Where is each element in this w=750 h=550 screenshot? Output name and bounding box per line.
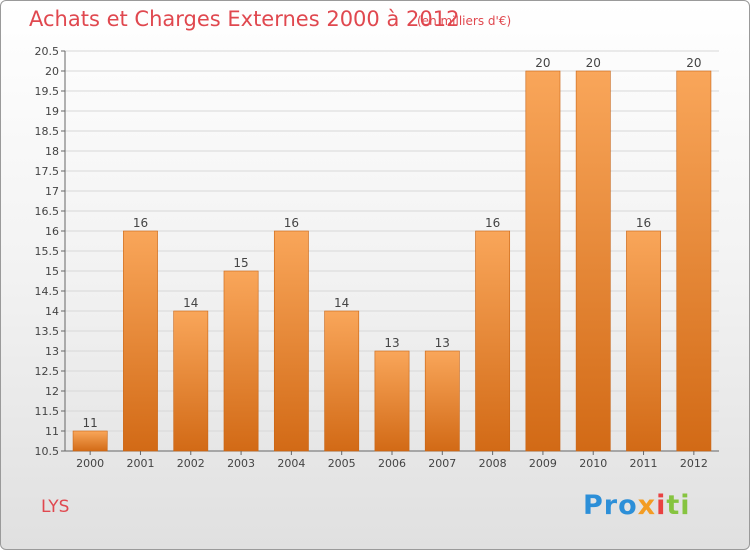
chart-title: Achats et Charges Externes 2000 à 2012: [29, 7, 460, 31]
value-label: 20: [686, 56, 701, 70]
bar-2000: [72, 430, 108, 452]
bar-2001: [123, 230, 158, 452]
logo-part: x: [637, 490, 657, 521]
x-tick-label: 2003: [227, 457, 255, 470]
place-name: LYS: [41, 497, 70, 517]
proxiti-logo[interactable]: Proxiti: [583, 490, 691, 521]
y-tick-label: 14.5: [35, 285, 60, 298]
x-tick-label: 2007: [428, 457, 456, 470]
y-tick-label: 17.5: [35, 165, 60, 178]
bar-2007: [424, 350, 460, 452]
logo-part: i: [656, 490, 667, 521]
x-tick-label: 2012: [680, 457, 708, 470]
bar-2008: [475, 230, 511, 452]
value-label: 15: [233, 256, 248, 270]
bar-2006: [374, 350, 410, 452]
value-label: 16: [133, 216, 148, 230]
y-tick-label: 13.5: [35, 325, 60, 338]
y-tick-label: 20.5: [35, 45, 60, 58]
x-tick-label: 2008: [479, 457, 507, 470]
x-tick-label: 2004: [277, 457, 305, 470]
logo-part: Pro: [583, 490, 638, 521]
value-label: 20: [535, 56, 550, 70]
value-labels: 11 16 14 15 16 14 13 13 16 20 20 16 20: [83, 56, 702, 430]
value-label: 16: [636, 216, 651, 230]
y-tick-label: 17: [45, 185, 59, 198]
y-tick-label: 18.5: [35, 125, 60, 138]
x-tick-label: 2006: [378, 457, 406, 470]
y-tick-label: 11.5: [35, 405, 60, 418]
x-axis-ticks: 2000 2001 2002 2003 2004 2005 2006 2007 2008 2009…: [76, 451, 708, 470]
y-tick-label: 13: [45, 345, 59, 358]
x-tick-label: 2011: [630, 457, 658, 470]
y-tick-label: 18: [45, 145, 59, 158]
y-tick-label: 14: [45, 305, 59, 318]
x-tick-label: 2005: [328, 457, 356, 470]
y-tick-label: 12: [45, 385, 59, 398]
y-tick-label: 10.5: [35, 445, 60, 458]
y-tick-label: 15: [45, 265, 59, 278]
bars: [72, 70, 712, 452]
value-label: 16: [284, 216, 299, 230]
x-tick-label: 2000: [76, 457, 104, 470]
y-tick-label: 12.5: [35, 365, 60, 378]
bar-2010: [575, 70, 611, 452]
value-label: 13: [435, 336, 450, 350]
chart-subtitle: (en milliers d'€): [417, 14, 512, 28]
y-tick-label: 19: [45, 105, 59, 118]
y-tick-label: 16.5: [35, 205, 60, 218]
bar-2002: [173, 310, 209, 452]
value-label: 14: [183, 296, 198, 310]
logo-part: ti: [666, 490, 691, 521]
x-tick-label: 2009: [529, 457, 557, 470]
bar-2004: [273, 230, 309, 452]
bar-2005: [324, 310, 360, 452]
value-label: 11: [83, 416, 98, 430]
value-label: 20: [586, 56, 601, 70]
bar-2012: [676, 70, 712, 452]
x-tick-label: 2002: [177, 457, 205, 470]
x-tick-label: 2010: [579, 457, 607, 470]
value-label: 13: [384, 336, 399, 350]
y-tick-label: 11: [45, 425, 59, 438]
y-axis-ticks: 10.5 11 11.5 12 12.5 13 13.5 14 14.5 15 15.5 16 16.5…: [35, 45, 65, 458]
y-tick-label: 16: [45, 225, 59, 238]
y-tick-label: 15.5: [35, 245, 60, 258]
value-label: 16: [485, 216, 500, 230]
x-tick-label: 2001: [126, 457, 154, 470]
bar-2003: [223, 270, 259, 452]
bar-2011: [626, 230, 661, 452]
value-label: 14: [334, 296, 349, 310]
y-tick-label: 19.5: [35, 85, 60, 98]
bar-2009: [525, 70, 561, 452]
y-tick-label: 20: [45, 65, 59, 78]
